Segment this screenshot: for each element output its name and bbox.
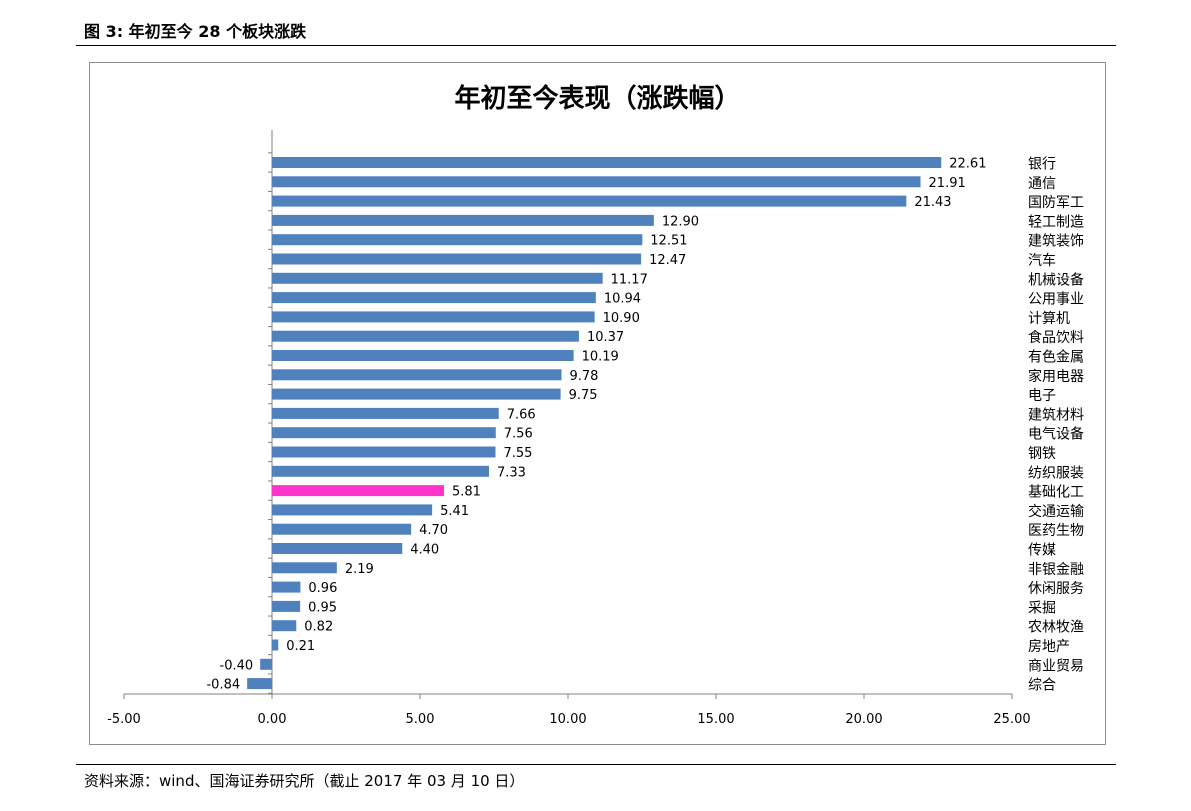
x-tick-label: 10.00 — [549, 712, 586, 727]
bar — [272, 157, 942, 168]
data-label: 7.55 — [503, 446, 532, 461]
bar — [272, 272, 603, 284]
data-label: 11.17 — [611, 272, 648, 287]
category-label: 计算机 — [1028, 311, 1070, 327]
bar — [272, 485, 444, 497]
x-tick-label: 20.00 — [845, 712, 882, 727]
data-label: 22.61 — [949, 157, 986, 172]
category-label: 轻工制造 — [1028, 214, 1084, 230]
category-label: 汽车 — [1028, 252, 1056, 269]
data-label: 12.47 — [649, 253, 686, 268]
category-label: 国防军工 — [1028, 195, 1084, 211]
bar — [272, 292, 596, 304]
bar — [272, 176, 921, 188]
category-label: 采掘 — [1028, 600, 1056, 616]
category-label: 公用事业 — [1028, 292, 1084, 308]
category-label: 休闲服务 — [1028, 581, 1084, 597]
bar — [272, 543, 403, 554]
bar — [272, 214, 654, 226]
category-label: 纺织服装 — [1028, 465, 1084, 481]
data-label: 12.90 — [662, 214, 699, 229]
x-tick-label: -5.00 — [107, 712, 141, 727]
figure-header: 图 3: 年初至今 28 个板块涨跌 — [84, 22, 307, 41]
category-label: 钢铁 — [1028, 446, 1056, 462]
data-label: 2.19 — [345, 562, 374, 577]
bar — [272, 350, 574, 361]
data-label: 21.91 — [929, 176, 966, 191]
bar — [272, 427, 496, 439]
data-label: 10.37 — [587, 330, 624, 345]
category-label: 农林牧渔 — [1028, 620, 1084, 636]
data-label: 4.40 — [410, 543, 439, 558]
category-label: 通信 — [1028, 176, 1056, 192]
data-label: 5.41 — [440, 504, 469, 519]
top-divider — [76, 45, 1116, 46]
category-label: 交通运输 — [1028, 503, 1084, 520]
chart-title: 年初至今表现（涨跌幅） — [454, 84, 741, 114]
category-label: 综合 — [1028, 678, 1056, 694]
x-tick-label: 0.00 — [258, 712, 287, 727]
bar — [272, 330, 579, 342]
data-label: 10.19 — [582, 350, 619, 365]
data-label: 4.70 — [419, 523, 448, 538]
bar — [272, 369, 562, 381]
bar — [272, 234, 643, 246]
category-label: 电子 — [1028, 388, 1056, 404]
category-label: 房地产 — [1028, 639, 1070, 655]
data-label: 7.56 — [504, 427, 533, 442]
data-label: 7.33 — [497, 465, 526, 480]
data-label: 21.43 — [914, 195, 951, 210]
category-label: 电气设备 — [1028, 426, 1084, 443]
category-label: 基础化工 — [1028, 484, 1084, 501]
category-label: 非银金融 — [1028, 562, 1084, 578]
data-label: 0.96 — [308, 581, 337, 596]
category-label: 银行 — [1028, 157, 1056, 173]
bar — [272, 407, 499, 419]
category-label: 有色金属 — [1028, 349, 1084, 366]
bottom-divider — [76, 764, 1116, 765]
bar — [272, 311, 595, 323]
data-label: 7.66 — [507, 407, 536, 422]
data-label: 0.95 — [308, 600, 337, 615]
x-tick-label: 15.00 — [697, 712, 734, 727]
bar — [272, 388, 561, 400]
data-label: 12.51 — [650, 234, 687, 249]
category-label: 医药生物 — [1028, 523, 1084, 539]
data-label: 0.82 — [304, 620, 333, 635]
bar — [272, 600, 301, 612]
category-label: 家用电器 — [1028, 368, 1084, 385]
category-label: 建筑装饰 — [1028, 234, 1084, 250]
bar — [272, 446, 496, 458]
data-label: 10.90 — [603, 311, 640, 326]
bar — [272, 504, 433, 516]
category-label: 机械设备 — [1028, 271, 1084, 288]
data-label: 10.94 — [604, 292, 641, 307]
data-label: -0.40 — [220, 658, 254, 673]
bar — [272, 523, 412, 535]
bar — [272, 620, 297, 632]
bar — [247, 678, 272, 690]
data-label: 9.75 — [569, 388, 598, 403]
category-label: 传媒 — [1028, 543, 1056, 559]
category-label: 商业贸易 — [1028, 658, 1084, 674]
x-tick-label: 25.00 — [993, 712, 1030, 727]
bar — [272, 639, 279, 651]
data-label: -0.84 — [206, 678, 240, 693]
bar — [272, 465, 489, 477]
category-label: 建筑材料 — [1028, 407, 1084, 423]
data-label: 0.21 — [286, 639, 315, 654]
bar — [260, 658, 272, 670]
bar — [272, 253, 642, 265]
chart-frame — [89, 62, 1106, 745]
bar — [272, 195, 907, 207]
source-note: 资料来源：wind、国海证券研究所（截止 2017 年 03 月 10 日） — [84, 772, 525, 790]
bar — [272, 562, 337, 574]
bar — [272, 581, 301, 593]
x-tick-label: 5.00 — [406, 712, 435, 727]
data-label: 9.78 — [569, 369, 598, 384]
category-label: 食品饮料 — [1028, 329, 1084, 346]
data-label: 5.81 — [452, 485, 481, 500]
